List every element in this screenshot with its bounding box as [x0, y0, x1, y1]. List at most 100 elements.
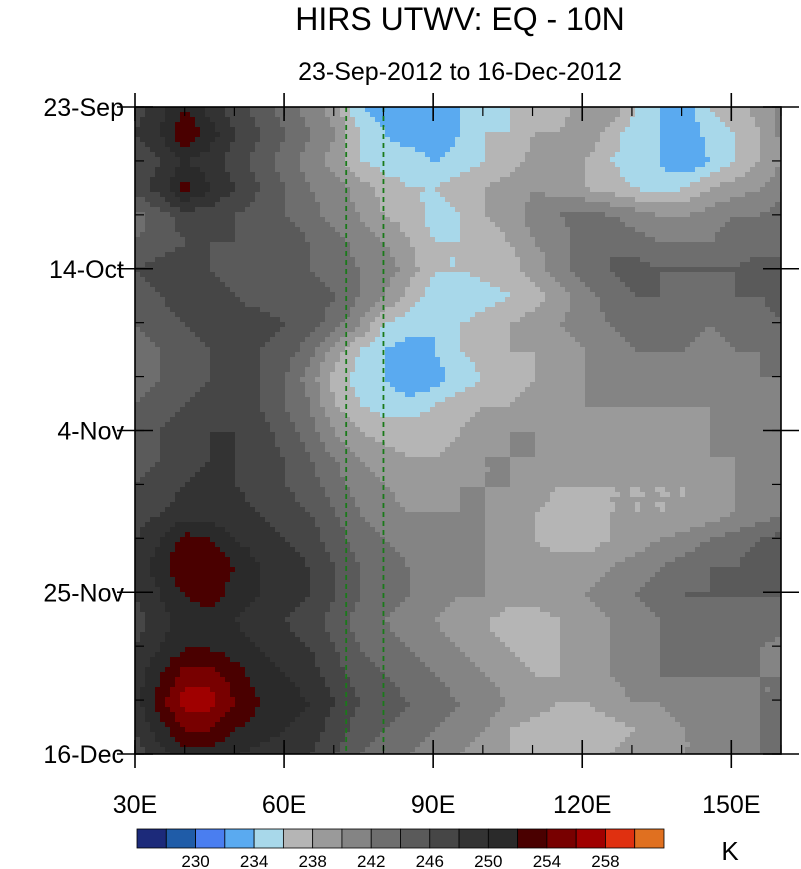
field-cell — [590, 187, 641, 193]
field-cell — [175, 717, 221, 723]
field-cell — [505, 642, 561, 648]
field-cell — [510, 482, 736, 488]
field-cell — [440, 452, 511, 458]
field-cell — [360, 142, 401, 148]
field-cell — [370, 522, 486, 528]
field-cell — [320, 527, 346, 533]
field-cell — [135, 752, 146, 754]
field-cell — [350, 717, 396, 723]
field-cell — [410, 282, 431, 288]
field-cell — [280, 117, 306, 123]
field-cell — [555, 702, 591, 708]
field-cell — [140, 607, 166, 613]
field-cell — [340, 322, 361, 328]
field-cell — [135, 497, 176, 503]
field-cell — [420, 657, 471, 663]
field-cell — [400, 297, 421, 303]
field-cell — [530, 147, 596, 153]
field-cell — [320, 382, 331, 388]
field-cell — [280, 177, 306, 183]
chart-title: HIRS UTWV: EQ - 10N — [295, 1, 625, 37]
field-cell — [245, 607, 296, 613]
colorbar-unit-label: K — [721, 836, 739, 866]
field-cell — [630, 182, 691, 188]
field-cell — [605, 317, 781, 323]
field-cell — [330, 687, 356, 693]
field-cell — [415, 262, 451, 268]
field-cell — [345, 237, 381, 243]
field-cell — [225, 592, 261, 598]
field-cell — [210, 442, 236, 448]
field-cell — [425, 217, 461, 223]
x-tick-label: 150E — [702, 791, 760, 819]
field-cell — [585, 282, 626, 288]
field-cell — [740, 557, 781, 563]
field-cell — [135, 557, 151, 563]
field-cell — [735, 152, 761, 158]
field-cell — [135, 357, 161, 363]
field-cell — [595, 292, 636, 298]
field-cell — [335, 562, 361, 568]
field-cell — [315, 272, 361, 278]
field-cell — [660, 147, 706, 153]
field-cell — [160, 672, 181, 678]
field-cell — [450, 712, 496, 718]
field-cell — [180, 667, 216, 673]
field-cell — [560, 637, 611, 643]
field-cell — [175, 577, 231, 583]
field-cell — [755, 522, 781, 528]
field-cell — [425, 202, 451, 208]
field-cell — [460, 132, 486, 138]
field-cell — [540, 542, 601, 548]
y-tick-label: 16-Dec — [43, 741, 124, 769]
field-cell — [165, 197, 181, 203]
field-cell — [565, 217, 621, 223]
field-cell — [150, 562, 171, 568]
field-cell — [220, 597, 256, 603]
field-cell — [340, 407, 371, 413]
field-cell — [155, 582, 176, 588]
field-cell — [540, 247, 571, 253]
field-cell — [155, 167, 176, 173]
field-cell — [280, 447, 306, 453]
field-cell — [620, 142, 661, 148]
field-cell — [235, 227, 301, 233]
field-cell — [235, 437, 276, 443]
field-cell — [170, 212, 236, 218]
field-cell — [200, 167, 226, 173]
field-cell — [415, 257, 451, 263]
field-cell — [635, 227, 721, 233]
field-cell — [530, 277, 556, 283]
field-cell — [700, 177, 736, 183]
field-cell — [355, 632, 396, 638]
field-cell — [750, 167, 776, 173]
field-cell — [135, 397, 141, 403]
field-cell — [320, 207, 356, 213]
field-cell — [175, 522, 216, 528]
field-cell — [250, 112, 276, 118]
field-cell — [255, 142, 281, 148]
field-cell — [360, 292, 386, 298]
field-cell — [775, 637, 781, 643]
field-cell — [205, 192, 231, 198]
field-cell — [170, 752, 241, 754]
field-cell — [350, 247, 391, 253]
field-cell — [310, 592, 336, 598]
field-cell — [470, 272, 526, 278]
field-cell — [175, 677, 226, 683]
field-cell — [715, 237, 781, 243]
field-cell — [225, 677, 251, 683]
field-cell — [535, 352, 586, 358]
field-cell — [160, 362, 211, 368]
field-cell — [560, 622, 611, 628]
field-cell — [410, 242, 511, 248]
field-cell — [730, 162, 756, 168]
field-cell — [755, 117, 776, 123]
field-cell — [700, 192, 746, 198]
field-cell — [285, 672, 321, 678]
field-cell — [760, 187, 781, 193]
field-cell — [320, 202, 356, 208]
field-cell — [435, 187, 486, 193]
field-cell — [450, 147, 486, 153]
field-cell — [145, 472, 196, 478]
